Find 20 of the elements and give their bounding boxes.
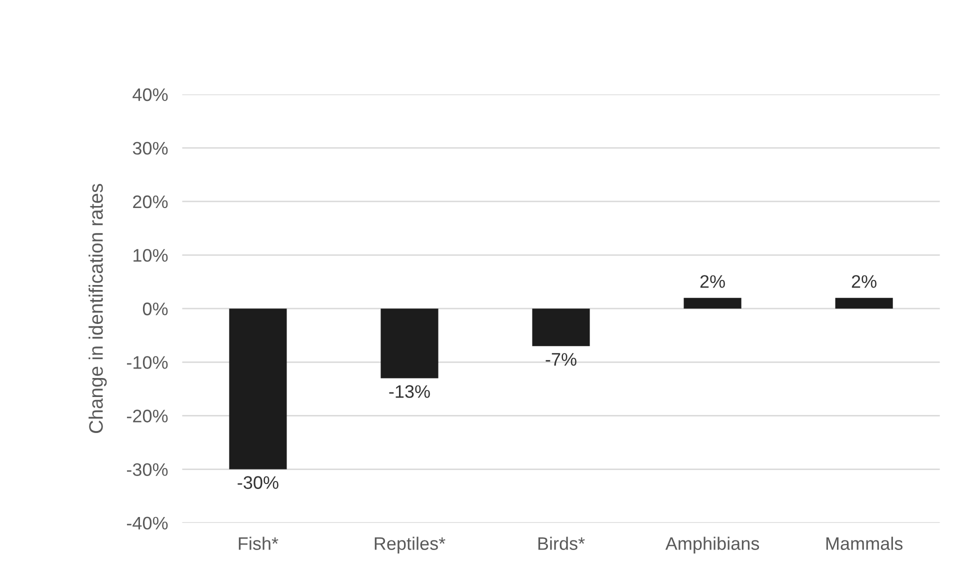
x-tick-label: Amphibians (665, 536, 760, 554)
x-tick-label: Mammals (826, 536, 903, 550)
x-tick-label: Birds* (538, 536, 585, 550)
y-tick-label: 10% (134, 248, 168, 262)
data-label: 2% (700, 275, 725, 288)
y-tick-label: 0% (142, 302, 168, 316)
x-tick-label: Reptiles* (374, 536, 446, 554)
data-label: -13% (389, 385, 430, 398)
data-label: 2% (852, 275, 876, 288)
y-axis-title: Change in identification rates (88, 184, 107, 433)
y-tick-label: 20% (133, 195, 168, 208)
y-tick-label: 30% (132, 142, 168, 155)
y-tick-label: -20% (126, 410, 168, 422)
y-tick-label: -10% (126, 356, 168, 369)
x-tick-label: Fish* (238, 536, 278, 550)
data-label: -7% (546, 353, 576, 366)
y-tick-label: 40% (132, 88, 168, 102)
y-tick-label: -40% (126, 516, 168, 530)
data-label: -30% (238, 476, 278, 489)
y-tick-label: -30% (126, 463, 168, 476)
